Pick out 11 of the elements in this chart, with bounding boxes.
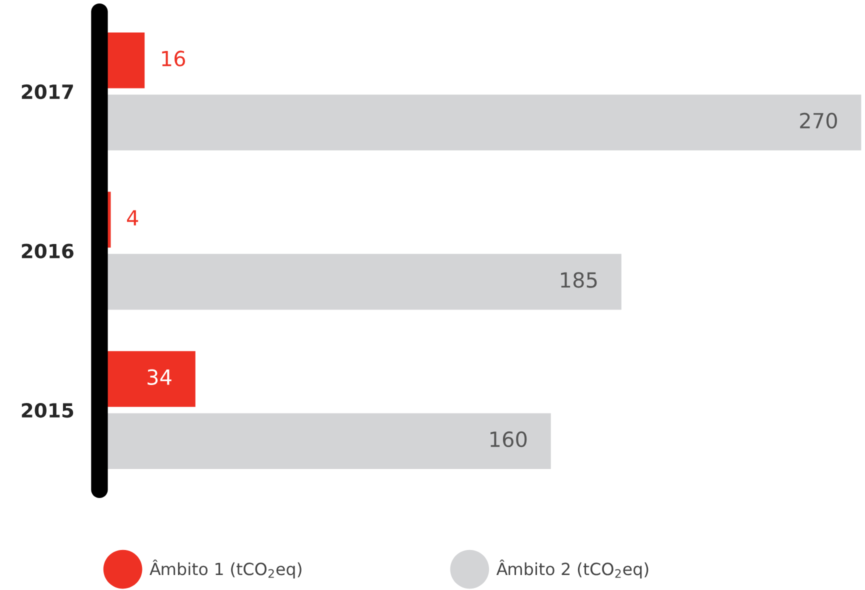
data-label: 4 — [127, 210, 138, 226]
y-tick-label: 2015 — [22, 403, 74, 418]
data-label: 160 — [490, 431, 527, 448]
data-label: 270 — [800, 112, 837, 129]
y-tick-label: 2017 — [22, 84, 73, 100]
data-label: 34 — [148, 369, 172, 386]
legend-label: Âmbito 1 (tCO$_{2}$eq) — [150, 560, 302, 579]
data-label: 16 — [162, 50, 186, 66]
legend-label: Âmbito 2 (tCO$_{2}$eq) — [496, 560, 648, 579]
data-label: 185 — [561, 272, 597, 288]
y-tick-label: 2016 — [22, 244, 74, 258]
